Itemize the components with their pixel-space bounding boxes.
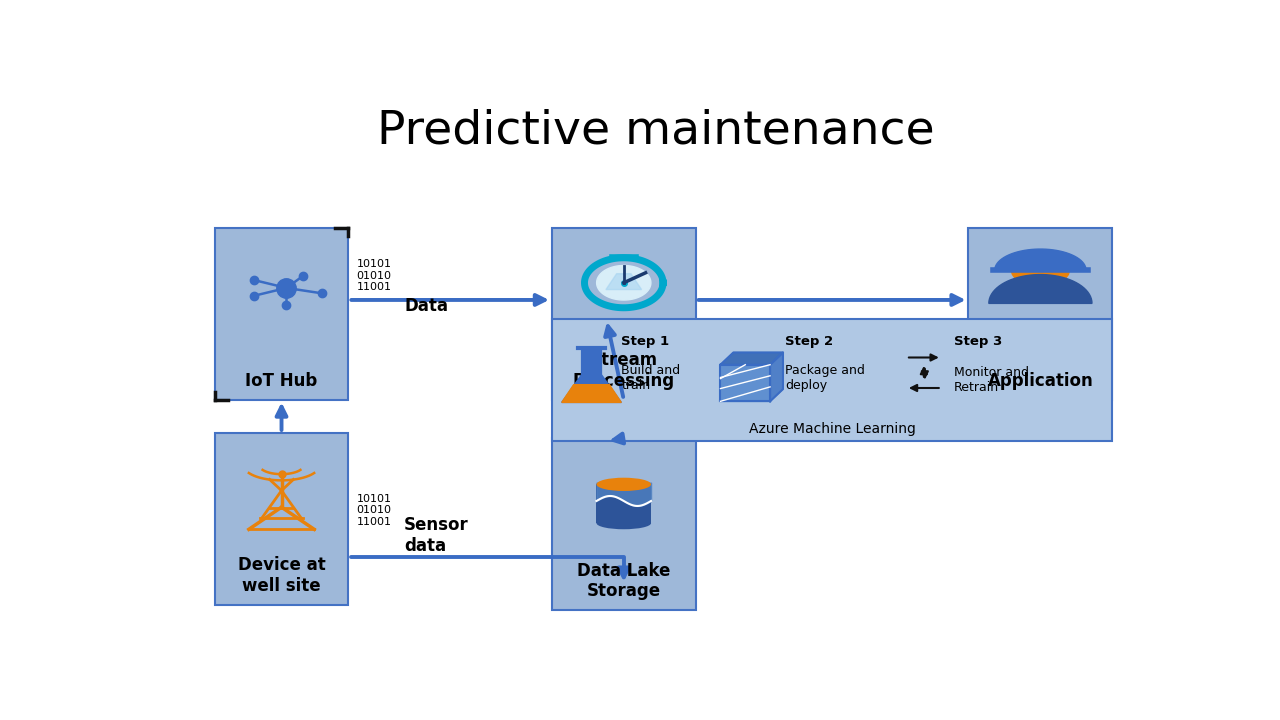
Text: Step 2: Step 2 (785, 335, 833, 348)
Ellipse shape (596, 517, 652, 529)
FancyBboxPatch shape (552, 319, 1112, 441)
Polygon shape (995, 249, 1085, 270)
Text: Device at
well site: Device at well site (238, 556, 325, 595)
Polygon shape (562, 350, 621, 402)
Text: Step 1: Step 1 (621, 335, 669, 348)
FancyBboxPatch shape (215, 228, 348, 400)
FancyBboxPatch shape (969, 228, 1112, 400)
Text: Azure Machine Learning: Azure Machine Learning (749, 422, 915, 436)
Text: 10101
01010
11001: 10101 01010 11001 (356, 494, 392, 527)
Polygon shape (596, 266, 652, 300)
Text: Stream
Processing: Stream Processing (572, 351, 675, 390)
Polygon shape (989, 274, 1092, 303)
Text: Package and
deploy: Package and deploy (785, 364, 865, 392)
Polygon shape (562, 384, 621, 402)
Polygon shape (721, 353, 783, 365)
FancyBboxPatch shape (215, 433, 348, 605)
Ellipse shape (596, 477, 652, 491)
Text: 10101
01010
11001: 10101 01010 11001 (356, 259, 392, 292)
Text: Application: Application (988, 372, 1093, 390)
Text: Sensor
data: Sensor data (404, 516, 468, 554)
Text: Predictive maintenance: Predictive maintenance (378, 109, 934, 153)
Text: Build and
train: Build and train (621, 364, 681, 392)
Circle shape (1011, 253, 1070, 287)
Text: IoT Hub: IoT Hub (246, 372, 317, 390)
Text: Data: Data (404, 297, 448, 315)
Text: Data Lake
Storage: Data Lake Storage (577, 562, 671, 600)
Circle shape (623, 282, 625, 284)
Text: Step 3: Step 3 (954, 335, 1002, 348)
Polygon shape (771, 353, 783, 401)
Text: Monitor and
Retrain: Monitor and Retrain (954, 366, 1029, 395)
FancyBboxPatch shape (596, 485, 652, 523)
FancyBboxPatch shape (552, 228, 696, 400)
FancyBboxPatch shape (552, 438, 696, 611)
Polygon shape (605, 274, 641, 289)
Polygon shape (721, 365, 771, 401)
